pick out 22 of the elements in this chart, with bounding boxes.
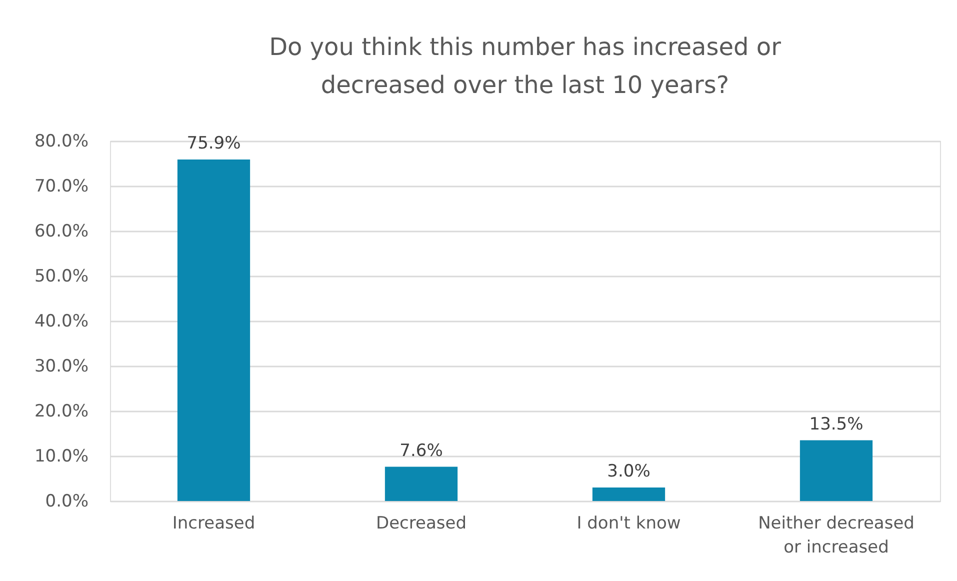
y-tick-label: 60.0% — [34, 222, 88, 242]
x-tick-label: Increased — [172, 514, 256, 534]
bar — [384, 466, 458, 501]
x-tick-label: Decreased — [376, 514, 466, 534]
data-label: 3.0% — [607, 462, 650, 482]
data-label: 75.9% — [186, 133, 241, 154]
y-tick-label: 70.0% — [34, 176, 88, 196]
x-tick-label: Neither decreased or increased — [758, 514, 914, 558]
y-tick-label: 80.0% — [34, 132, 88, 152]
data-label: 13.5% — [809, 414, 864, 434]
bar — [177, 159, 250, 501]
y-tick-label: 20.0% — [34, 402, 88, 422]
y-tick-label: 40.0% — [34, 312, 88, 332]
y-tick-label: 30.0% — [34, 356, 88, 376]
y-tick-label: 10.0% — [34, 446, 88, 466]
bar — [800, 440, 873, 501]
x-tick-label: I don't know — [576, 514, 681, 534]
chart-title: Do you think this number has increased or decreased over the last 10 years? — [269, 33, 782, 99]
bar — [592, 488, 666, 501]
y-tick-label: 0.0% — [45, 492, 88, 512]
y-tick-label: 50.0% — [34, 266, 88, 286]
data-label: 7.6% — [400, 440, 443, 461]
